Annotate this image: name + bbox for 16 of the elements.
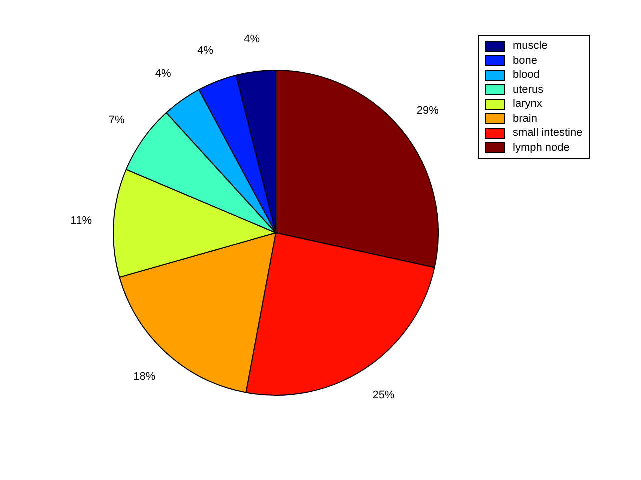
legend-label: blood: [513, 69, 540, 82]
data-label: 18%: [134, 371, 156, 384]
data-label: 4%: [198, 45, 214, 58]
legend-label: small intestine: [513, 127, 583, 140]
data-label: 4%: [244, 34, 260, 46]
legend-label: muscle: [513, 40, 548, 52]
legend-label: bone: [513, 54, 538, 67]
legend-label: lymph node: [513, 142, 570, 154]
data-label: 4%: [155, 68, 172, 80]
legend-label: larynx: [513, 98, 542, 110]
data-label: 29%: [416, 104, 440, 117]
data-label: 25%: [372, 390, 395, 402]
data-label: 11%: [70, 215, 92, 228]
legend-label: uterus: [513, 84, 544, 96]
legend-label: brain: [513, 112, 538, 125]
data-label: 7%: [108, 114, 126, 126]
